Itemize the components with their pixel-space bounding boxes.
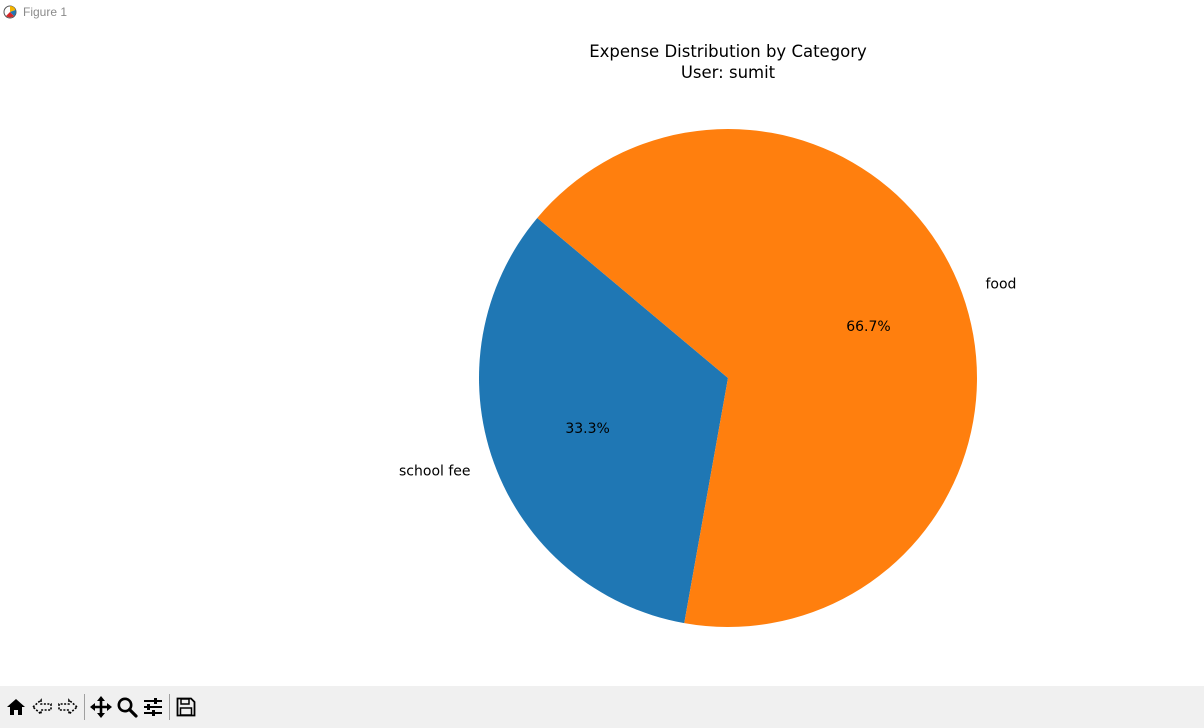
- pie-category-label: school fee: [399, 463, 471, 479]
- figure-canvas[interactable]: Expense Distribution by Category User: s…: [0, 24, 1204, 686]
- title-bar: Figure 1: [0, 0, 1204, 24]
- toolbar-separator: [84, 694, 85, 720]
- pie-chart: Expense Distribution by Category User: s…: [399, 42, 1016, 628]
- pie-labels: 33.3% school fee 66.7% food: [399, 277, 1016, 480]
- forward-arrow-icon[interactable]: [55, 692, 81, 722]
- pie-percent-label: 66.7%: [846, 319, 890, 335]
- pie-slices: [478, 129, 977, 628]
- pan-move-icon[interactable]: [88, 692, 114, 722]
- pie-slice-food: [537, 129, 977, 628]
- home-icon[interactable]: [3, 692, 29, 722]
- back-arrow-icon[interactable]: [29, 692, 55, 722]
- pie-percent-label: 33.3%: [565, 421, 609, 437]
- zoom-magnifier-icon[interactable]: [114, 692, 140, 722]
- configure-subplots-icon[interactable]: [140, 692, 166, 722]
- navigation-toolbar: [0, 686, 1204, 728]
- pie-category-label: food: [985, 277, 1016, 293]
- chart-title: Expense Distribution by Category: [589, 42, 867, 61]
- matplotlib-figure-icon: [2, 3, 20, 21]
- pie-slice-school-fee: [478, 217, 728, 624]
- chart-subtitle: User: sumit: [681, 63, 776, 82]
- window-title: Figure 1: [23, 5, 68, 19]
- save-floppy-icon[interactable]: [173, 692, 199, 722]
- toolbar-separator: [169, 694, 170, 720]
